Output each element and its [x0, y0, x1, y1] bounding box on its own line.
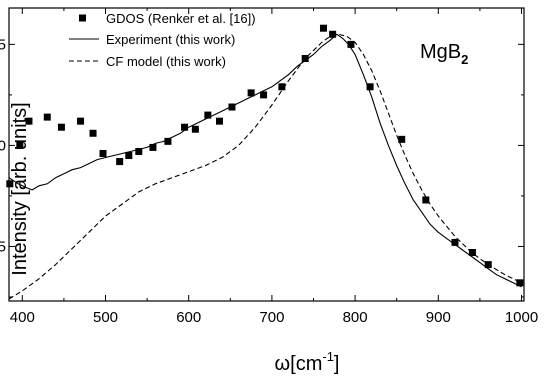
axis-ticks: 400 500 600 700 800 900 1000 5 10 15 [0, 8, 538, 326]
gdos-data-point [25, 117, 33, 125]
gdos-data-point [89, 129, 97, 137]
legend-label: CF model (this work) [106, 54, 226, 69]
gdos-data-point [468, 249, 476, 257]
y-tick-label: 5 [0, 238, 6, 255]
gdos-data-point [149, 143, 157, 151]
x-tick-label: 700 [259, 309, 284, 326]
gdos-data-point [57, 123, 65, 131]
gdos-data-point [215, 117, 223, 125]
gdos-data-point [125, 152, 133, 160]
gdos-data-point [422, 196, 430, 204]
legend: GDOS (Renker et al. [16]) Experiment (thi… [69, 11, 256, 69]
annotation-main: MgB [420, 41, 461, 63]
gdos-data-point [247, 89, 255, 97]
legend-label: GDOS (Renker et al. [16]) [106, 11, 256, 26]
legend-symbol-squares [79, 14, 86, 22]
plot-content [6, 24, 524, 300]
y-tick-label: 15 [0, 36, 6, 53]
x-tick-label: 500 [93, 309, 118, 326]
x-axis-label-main: ω[cm [275, 353, 323, 375]
gdos-data-point [329, 30, 337, 38]
gdos-data-point [181, 123, 189, 131]
y-tick-label: 10 [0, 137, 6, 154]
gdos-data-point [347, 40, 355, 48]
gdos-data-point [228, 103, 236, 111]
experiment-line [8, 33, 522, 288]
legend-label: Experiment (this work) [106, 32, 235, 47]
x-tick-label: 1000 [505, 309, 538, 326]
x-tick-label: 900 [426, 309, 451, 326]
gdos-data-point [398, 135, 406, 143]
gdos-data-point [77, 117, 85, 125]
gdos-data-point [319, 24, 327, 32]
gdos-data-point [116, 158, 124, 166]
annotation-subscript: 2 [461, 52, 468, 67]
gdos-data-point [16, 141, 24, 149]
x-axis-label-tail: ] [334, 353, 340, 375]
x-axis-label: ω[cm-1] [275, 349, 340, 375]
gdos-data-point [43, 113, 51, 121]
gdos-data-point [6, 180, 14, 188]
x-tick-label: 400 [10, 309, 35, 326]
gdos-data-point [260, 91, 268, 99]
plot-frame [8, 7, 525, 302]
x-tick-label: 600 [176, 309, 201, 326]
gdos-data-point [516, 279, 524, 287]
x-tick-label: 800 [343, 309, 368, 326]
x-axis-label-superscript: -1 [322, 349, 334, 364]
gdos-data-point [191, 125, 199, 133]
y-axis-label: Intensity [arb. units] [9, 102, 31, 275]
gdos-data-point [135, 147, 143, 155]
gdos-data-point [99, 149, 107, 157]
gdos-data-point [278, 83, 286, 91]
cf-model-line [8, 33, 522, 300]
gdos-data-point [164, 137, 172, 145]
annotation-mgb2: MgB2 [420, 41, 468, 67]
gdos-data-point [451, 238, 459, 246]
gdos-data-point [301, 55, 309, 63]
gdos-data-point [204, 111, 212, 119]
gdos-data-point [366, 83, 374, 91]
